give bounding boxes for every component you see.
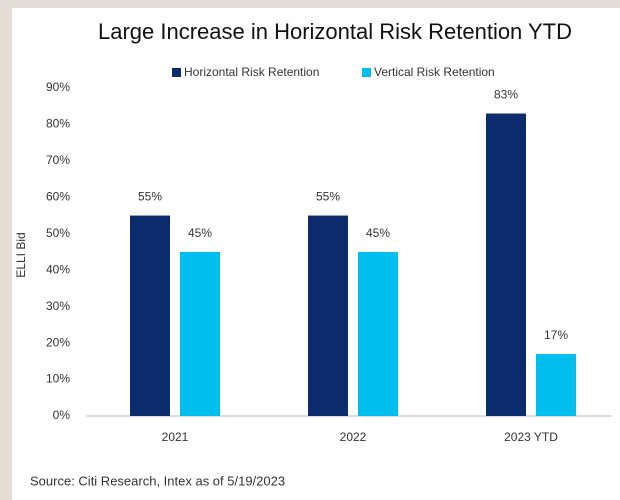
- data-label: 17%: [544, 328, 568, 342]
- data-label: 45%: [366, 226, 390, 240]
- chart-title: Large Increase in Horizontal Risk Retent…: [98, 19, 572, 44]
- data-label: 55%: [316, 190, 340, 204]
- y-axis-label: ELLI Bid: [14, 232, 28, 277]
- bar: [486, 113, 526, 416]
- data-label: 55%: [138, 190, 162, 204]
- bar: [130, 215, 170, 416]
- bar: [308, 215, 348, 416]
- bar: [536, 354, 576, 416]
- y-tick-label: 90%: [46, 80, 70, 94]
- legend-label: Horizontal Risk Retention: [184, 65, 319, 79]
- y-tick-label: 20%: [46, 335, 70, 349]
- y-tick-label: 40%: [46, 262, 70, 276]
- x-tick-label: 2021: [162, 430, 189, 444]
- source-note: Source: Citi Research, Intex as of 5/19/…: [30, 473, 285, 488]
- y-tick-label: 0%: [53, 408, 71, 422]
- data-label: 83%: [494, 88, 518, 102]
- y-tick-label: 80%: [46, 117, 70, 131]
- y-tick-label: 70%: [46, 153, 70, 167]
- y-tick-label: 30%: [46, 299, 70, 313]
- y-tick-label: 60%: [46, 190, 70, 204]
- legend-swatch: [362, 68, 371, 77]
- y-tick-label: 50%: [46, 226, 70, 240]
- data-label: 45%: [188, 226, 212, 240]
- legend-label: Vertical Risk Retention: [374, 65, 495, 79]
- legend-swatch: [172, 68, 181, 77]
- bar: [358, 252, 398, 416]
- bar: [180, 252, 220, 416]
- x-tick-label: 2022: [340, 430, 367, 444]
- y-tick-label: 10%: [46, 372, 70, 386]
- x-tick-label: 2023 YTD: [504, 430, 558, 444]
